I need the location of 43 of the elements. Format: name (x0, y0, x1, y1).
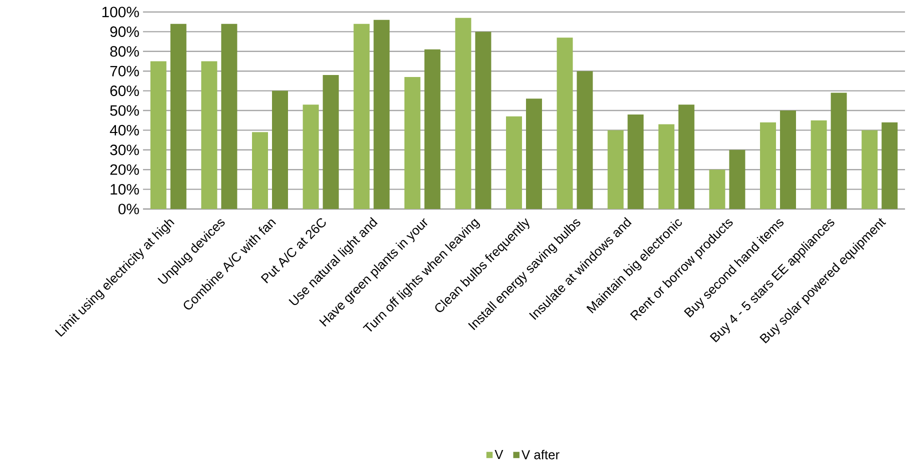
bar (475, 32, 492, 210)
y-tick-label: 50% (110, 105, 139, 116)
y-tick-label: 60% (110, 86, 139, 96)
bar (424, 49, 440, 210)
y-tick-label: 20% (110, 164, 139, 175)
bar (354, 24, 370, 210)
bar (678, 104, 694, 210)
bar (576, 71, 593, 210)
bar (862, 130, 878, 210)
bar (170, 24, 186, 210)
bar (882, 122, 898, 210)
bar (658, 124, 674, 210)
bar (628, 114, 644, 210)
y-tick-label: 80% (110, 46, 139, 57)
legend-label: V after (522, 450, 560, 460)
bar (729, 150, 746, 210)
bar (455, 18, 472, 210)
bar (404, 77, 420, 210)
y-tick-label: 100% (102, 6, 139, 18)
bar (526, 98, 542, 210)
y-tick-label: 70% (110, 66, 139, 76)
bar (709, 170, 726, 210)
legend-label: V (494, 450, 504, 459)
bar (221, 24, 238, 210)
bar (556, 38, 573, 210)
y-tick-label: 90% (110, 26, 139, 37)
y-tick-label: 10% (110, 184, 139, 195)
bar (150, 61, 166, 210)
bar (252, 132, 268, 210)
bar (506, 116, 522, 210)
y-tick-label: 30% (110, 144, 139, 156)
bar (302, 104, 319, 210)
bar (201, 61, 218, 210)
bar (830, 92, 847, 210)
bar (810, 120, 827, 210)
bar (322, 75, 339, 210)
bar (760, 122, 776, 210)
bar (374, 20, 390, 210)
bar (272, 90, 288, 210)
y-tick-label: 40% (110, 124, 139, 136)
y-tick-label: 0% (118, 204, 139, 214)
bar (780, 110, 796, 210)
bar (608, 130, 624, 210)
